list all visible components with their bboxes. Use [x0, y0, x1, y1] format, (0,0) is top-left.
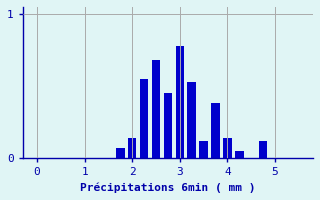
- Bar: [164, 93, 172, 158]
- Bar: [223, 138, 232, 158]
- Bar: [175, 46, 184, 158]
- Bar: [128, 138, 136, 158]
- Bar: [199, 141, 208, 158]
- Bar: [140, 79, 148, 158]
- Bar: [235, 151, 244, 158]
- Bar: [116, 148, 124, 158]
- Bar: [211, 103, 220, 158]
- Bar: [152, 60, 160, 158]
- X-axis label: Précipitations 6min ( mm ): Précipitations 6min ( mm ): [80, 183, 256, 193]
- Bar: [259, 141, 268, 158]
- Bar: [188, 82, 196, 158]
